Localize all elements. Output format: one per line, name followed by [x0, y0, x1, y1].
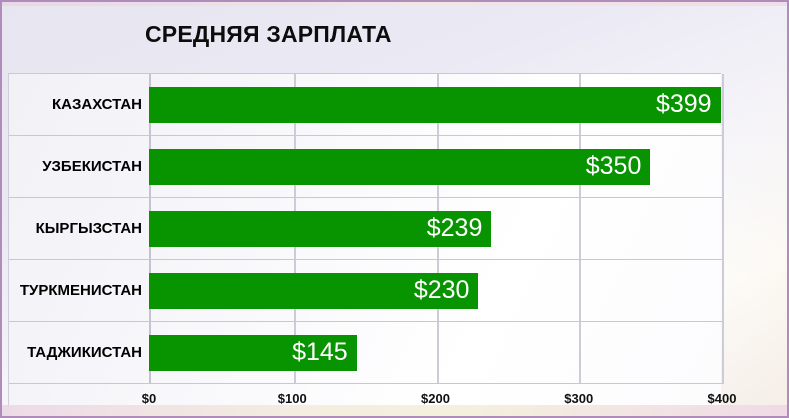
category-label: КАЗАХСТАН: [52, 96, 142, 113]
chart-title: СРЕДНЯЯ ЗАРПЛАТА: [145, 21, 392, 47]
data-label: $239: [426, 214, 483, 242]
gridline-400: [722, 74, 724, 384]
data-label: $399: [655, 90, 712, 118]
x-axis-tick: $300: [564, 391, 594, 406]
bar-uzbekistan: $350: [149, 148, 651, 185]
data-label: $230: [413, 276, 470, 304]
category-label: КЫРГЫЗСТАН: [35, 220, 142, 237]
bar-chart: КАЗАХСТАН $399 УЗБЕКИСТАН $350 КЫРГЫЗСТА…: [8, 73, 737, 410]
bar-tajikistan: $145: [149, 334, 357, 371]
data-label: $350: [585, 152, 642, 180]
chart-row: КАЗАХСТАН $399: [9, 74, 722, 136]
data-label: $145: [292, 338, 348, 366]
bar-kyrgyzstan: $239: [149, 210, 492, 247]
x-axis-tick: $400: [707, 391, 737, 406]
category-label: ТУРКМЕНИСТАН: [19, 282, 142, 299]
bar-turkmenistan: $230: [149, 272, 479, 309]
x-axis: $0 $100 $200 $300 $400: [142, 388, 737, 410]
chart-row: КЫРГЫЗСТАН $239: [9, 198, 722, 260]
category-label: УЗБЕКИСТАН: [42, 158, 142, 175]
x-axis-tick: $100: [277, 391, 307, 406]
gridline-300: [579, 74, 582, 384]
chart-row: ТУРКМЕНИСТАН $230: [9, 260, 722, 322]
category-label: ТАДЖИКИСТАН: [27, 344, 142, 361]
x-axis-tick: $0: [141, 391, 157, 406]
x-axis-tick: $200: [421, 391, 450, 406]
slide-bottom-accent: [2, 405, 787, 416]
chart-row: ТАДЖИКИСТАН $145: [9, 322, 722, 384]
plot-area: КАЗАХСТАН $399 УЗБЕКИСТАН $350 КЫРГЫЗСТА…: [9, 74, 722, 384]
chart-row: УЗБЕКИСТАН $350: [9, 136, 722, 198]
bar-kazakhstan: $399: [149, 86, 721, 123]
